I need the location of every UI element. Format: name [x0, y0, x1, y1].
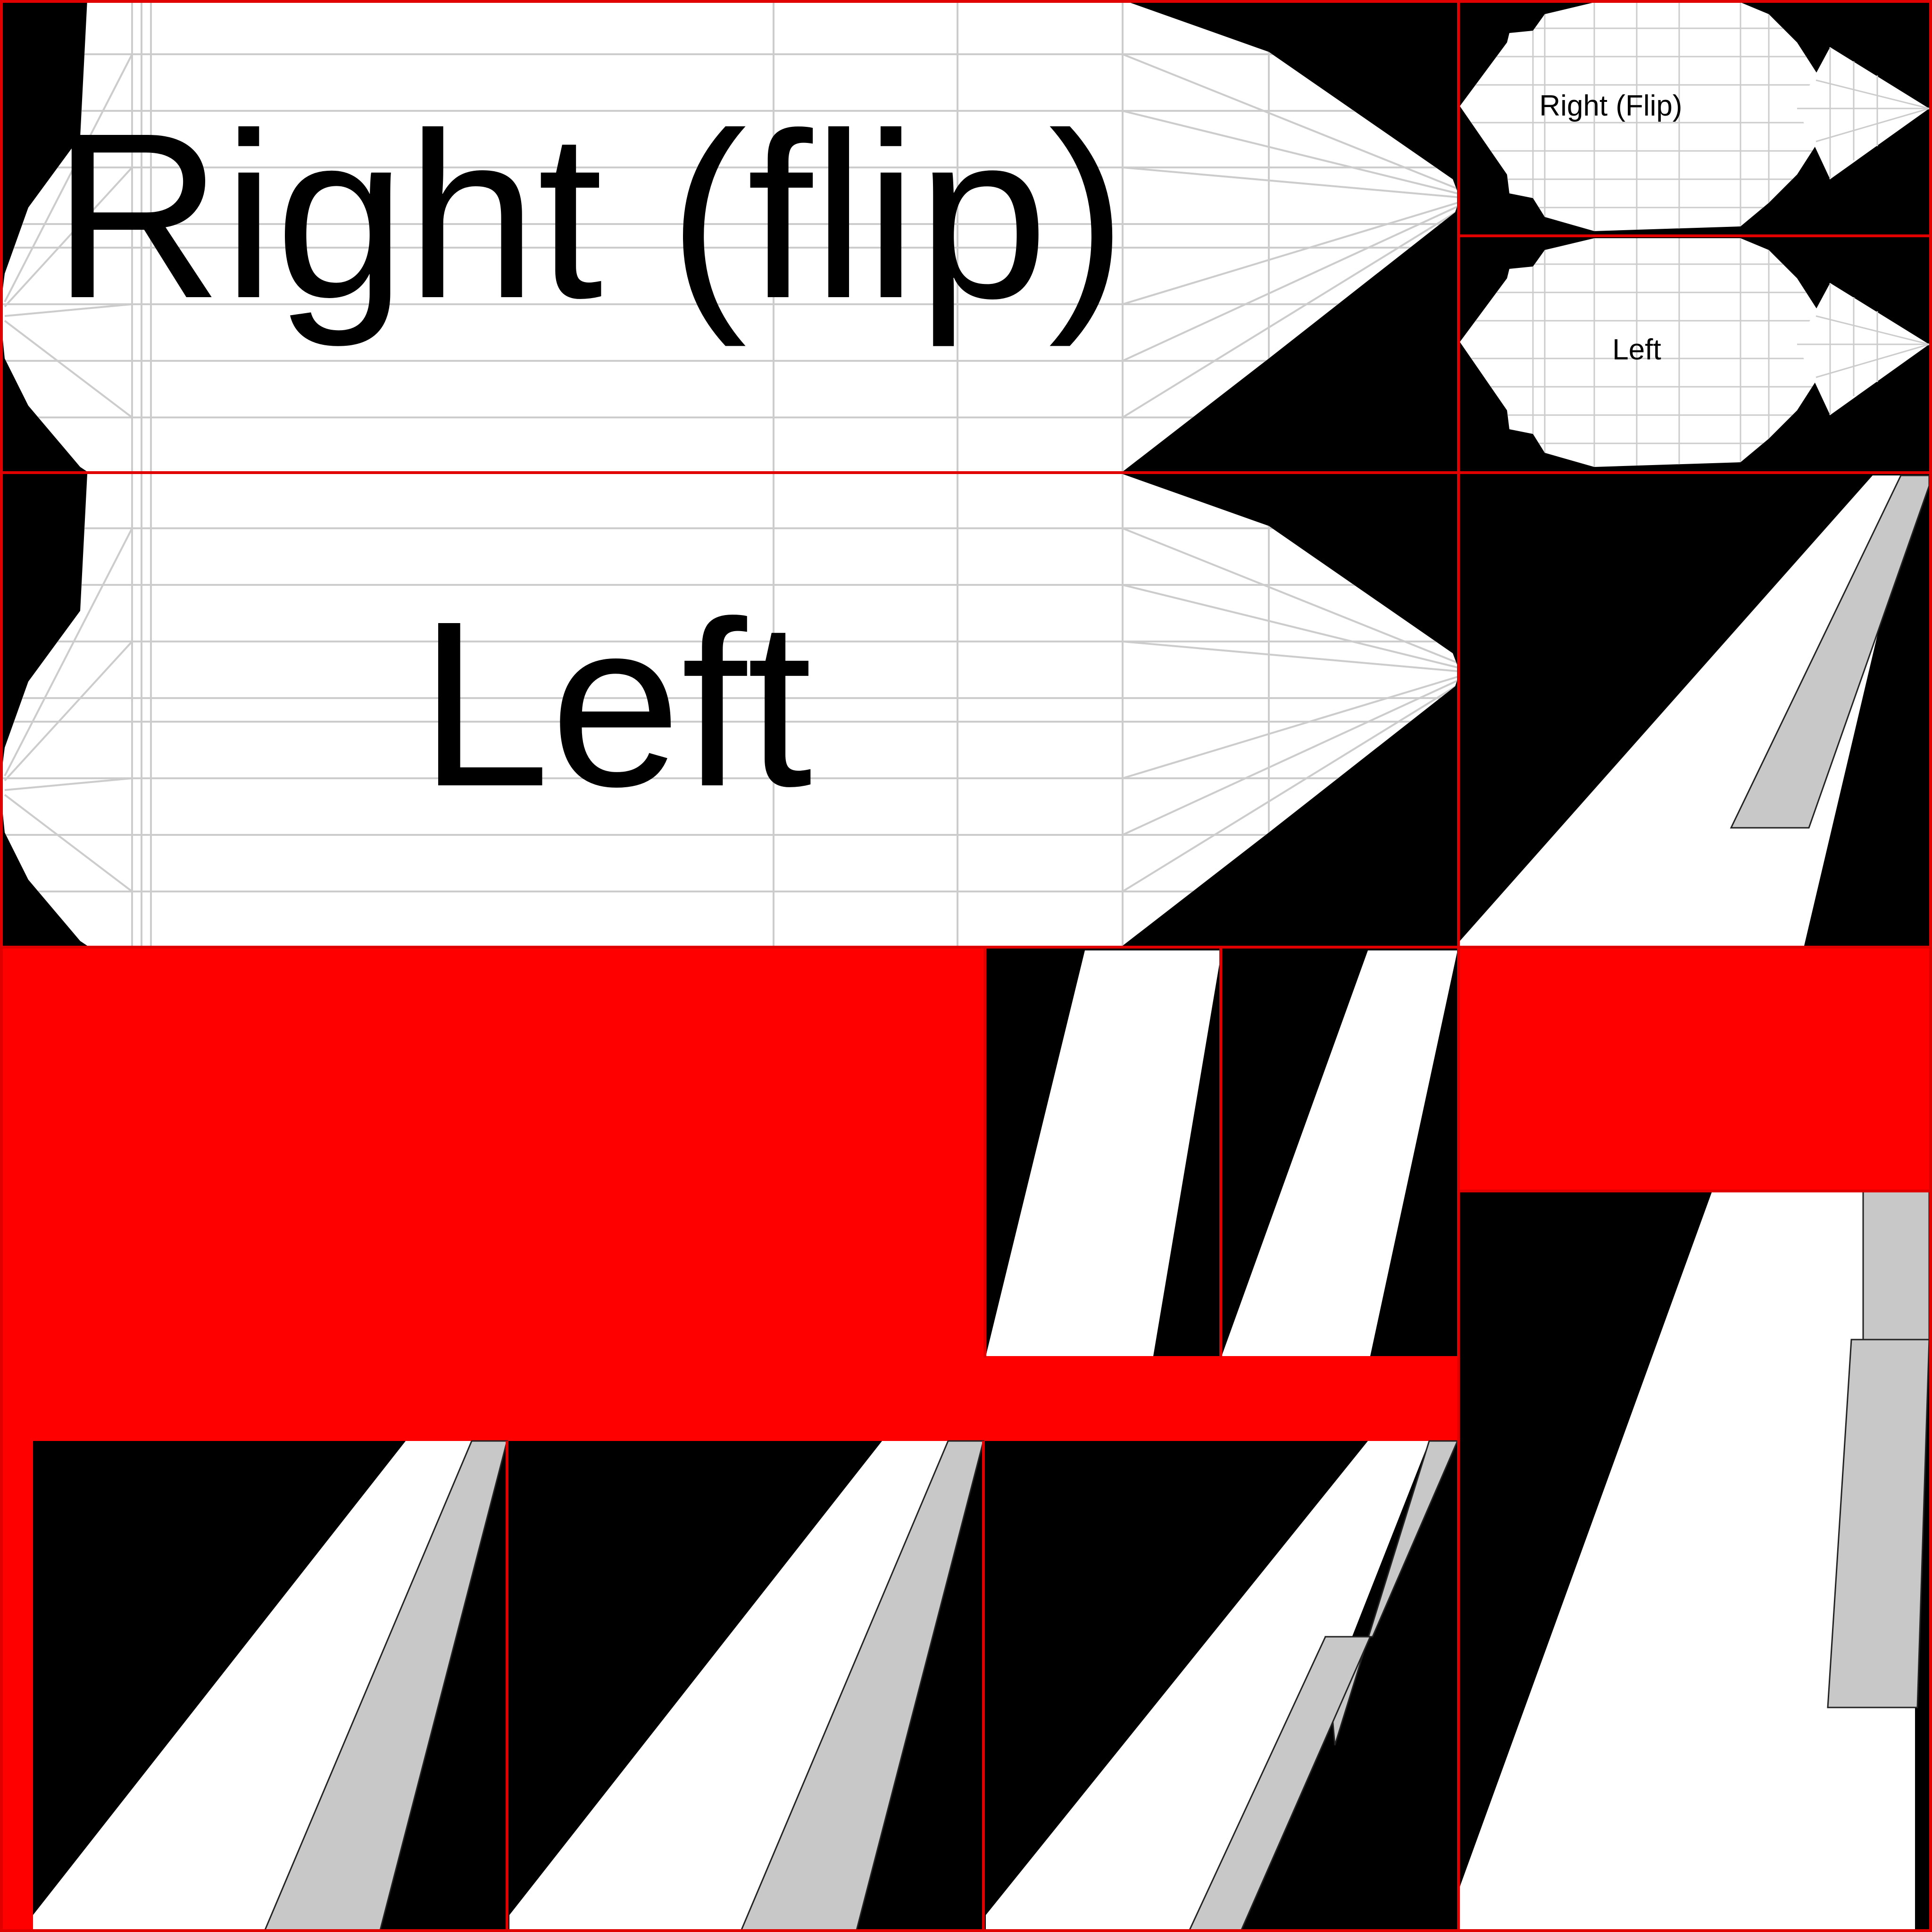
uv-island-left-large: Left: [0, 474, 1462, 946]
label-left-small: Left: [1612, 333, 1661, 366]
label-left-large: Left: [419, 572, 813, 835]
label-right-flip-large: Right (flip): [52, 83, 1127, 349]
uv-island-strips-middle: [986, 950, 1457, 1356]
uv-island-diagonal-right-middle: [1460, 475, 1930, 946]
uv-island-left-small: Left: [1457, 236, 1929, 469]
label-right-flip-small: Right (Flip): [1539, 90, 1682, 122]
uv-island-bottom-3: [986, 1440, 1459, 1932]
uv-island-bottom-right: [1460, 1190, 1930, 1932]
uv-island-right-small: Right (Flip): [1457, 0, 1929, 233]
red-filled-region: [0, 948, 1932, 1932]
uv-island-right-large: Right (flip): [0, 0, 1462, 472]
